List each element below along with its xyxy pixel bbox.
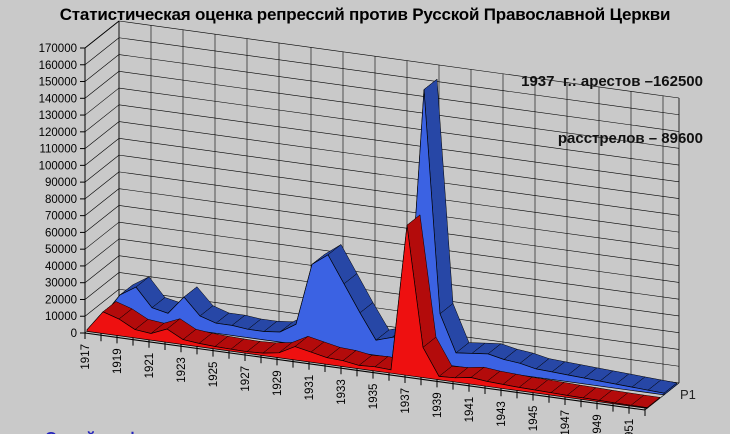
x-tick-label: 1925 [208,362,220,388]
y-tick-label: 130000 [39,110,77,122]
annotation-line-arrests: 1937 г.: арестов –162500 [521,73,703,90]
y-tick-label: 0 [71,328,77,340]
y-tick-label: 100000 [39,160,77,172]
x-tick-label: 1917 [80,344,92,370]
x-tick-label: 1929 [272,370,284,396]
x-tick-label: 1927 [240,366,252,392]
y-tick-label: 50000 [45,244,77,256]
y-tick-label: 170000 [39,43,77,55]
x-tick-label: 1923 [176,357,188,383]
x-tick-label: 1945 [528,406,540,432]
side-wall-grid [80,20,120,334]
y-tick-label: 110000 [39,144,77,156]
x-tick-label: 1931 [304,375,316,401]
y-tick-label: 70000 [45,211,77,223]
x-tick-label: 1921 [144,353,156,379]
y-tick-label: 90000 [45,177,77,189]
x-axis-labels: 1917 1919 1921 1923 1925 1927 1929 1931 1933 1935… [80,344,636,434]
x-axis [84,331,646,416]
y-tick-label: 140000 [39,93,77,105]
x-tick-label: 1937 [400,388,412,414]
y-tick-label: 120000 [39,127,77,139]
y-tick-label: 160000 [39,60,77,72]
y-tick-label: 30000 [45,278,77,290]
x-tick-label: 1919 [112,348,124,374]
x-tick-label: 1939 [432,392,444,418]
y-tick-label: 20000 [45,294,77,306]
annotation-1937: 1937 г.: арестов –162500 расстрелов – 89… [521,34,703,186]
annotation-line-executions: расстрелов – 89600 [557,130,703,147]
x-tick-label: 1947 [560,410,572,434]
chart-legend: Синий график - аресты Красный график - р… [0,386,351,434]
legend-arrests: Синий график - аресты [45,428,351,434]
ribbon-executions [86,214,661,409]
series-axis-label: Р1 [680,387,696,402]
y-axis-labels: 0 10000 20000 30000 40000 50000 60000 70000 8000… [39,43,77,340]
y-tick-label: 80000 [45,194,77,206]
back-wall-grid [118,20,680,384]
y-tick-label: 10000 [45,311,77,323]
y-tick-label: 150000 [39,77,77,89]
x-tick-label: 1943 [496,401,508,427]
x-tick-label: 1951 [624,419,636,434]
x-tick-label: 1935 [368,384,380,410]
x-tick-label: 1949 [592,414,604,434]
y-tick-label: 40000 [45,261,77,273]
x-tick-label: 1941 [464,397,476,423]
x-tick-label: 1933 [336,379,348,405]
chart-title: Статистическая оценка репрессий против Р… [59,5,671,24]
y-tick-label: 60000 [45,227,77,239]
